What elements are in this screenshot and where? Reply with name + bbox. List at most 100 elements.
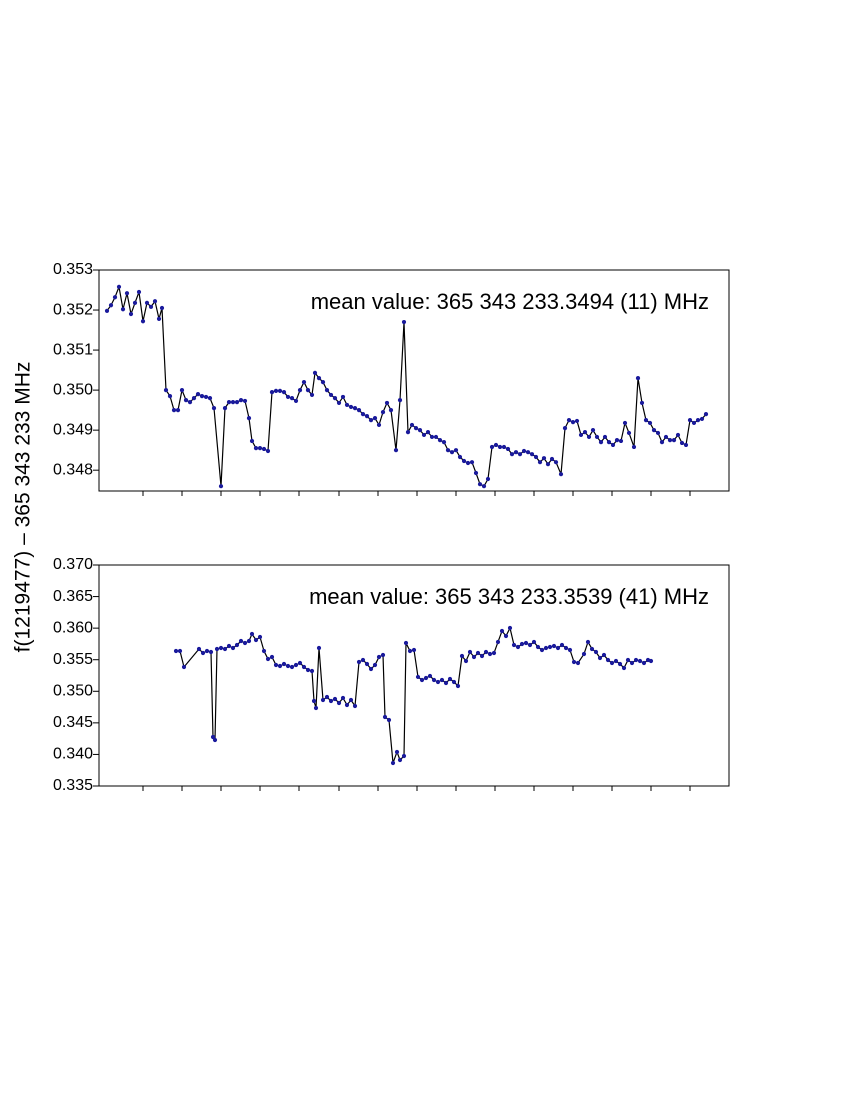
data-point (293, 662, 299, 668)
data-point (629, 660, 635, 666)
data-point (171, 408, 177, 413)
data-point (699, 416, 705, 422)
data-point (449, 450, 455, 455)
data-point (641, 660, 647, 666)
y-tick-label: 0.365 (53, 588, 93, 605)
data-point (487, 651, 493, 657)
data-point (437, 438, 443, 443)
data-point (639, 400, 645, 406)
data-point (683, 442, 689, 448)
data-point (417, 428, 423, 433)
data-point (281, 390, 287, 395)
data-point (344, 702, 350, 708)
data-point (384, 400, 390, 406)
data-point (443, 680, 449, 686)
data-point (203, 394, 209, 400)
data-point (316, 645, 322, 651)
data-point (368, 418, 374, 423)
data-point (637, 658, 643, 664)
data-point (210, 734, 216, 740)
data-point (419, 677, 425, 683)
data-point (609, 660, 615, 666)
data-point (156, 316, 162, 321)
data-point (461, 458, 467, 464)
data-point (273, 662, 279, 668)
data-point (567, 647, 573, 653)
data-point (409, 422, 415, 428)
data-point (421, 432, 427, 438)
data-point (352, 406, 358, 411)
data-point (411, 647, 417, 653)
data-point (459, 653, 465, 659)
data-point (200, 650, 206, 656)
data-point (179, 388, 185, 393)
data-point (589, 646, 595, 652)
data-point (495, 639, 501, 645)
data-point (360, 657, 366, 663)
data-point (586, 434, 592, 440)
data-point (597, 655, 603, 661)
data-point (297, 388, 303, 393)
data-point (563, 645, 569, 651)
data-point (269, 654, 275, 660)
data-point (479, 653, 485, 659)
data-point (246, 638, 252, 644)
data-point (181, 664, 187, 670)
data-point (477, 482, 483, 487)
data-point (545, 462, 551, 467)
data-point (648, 658, 654, 664)
data-point (242, 398, 248, 404)
data-point (525, 450, 531, 455)
data-point (473, 470, 479, 476)
data-point (453, 448, 459, 453)
data-point (246, 416, 252, 421)
data-point (222, 646, 228, 652)
data-point (104, 308, 110, 313)
data-point (249, 631, 255, 637)
data-point (356, 408, 362, 413)
data-point (191, 396, 197, 401)
data-point (364, 661, 370, 667)
data-point (447, 676, 453, 682)
data-point (633, 657, 639, 663)
data-point (622, 420, 628, 426)
data-point (242, 640, 248, 646)
data-point (257, 634, 263, 640)
data-point (196, 646, 202, 652)
data-point (167, 394, 173, 399)
data-point (265, 656, 271, 662)
data-point (332, 696, 338, 702)
data-point (208, 649, 214, 655)
data-point (433, 434, 439, 440)
data-point (465, 460, 471, 466)
data-point (481, 484, 487, 489)
data-point (368, 666, 374, 672)
data-point (614, 438, 620, 443)
data-point (352, 703, 358, 709)
data-point (427, 673, 433, 679)
data-point (356, 659, 362, 665)
data-point (483, 649, 489, 655)
data-point (541, 456, 547, 461)
data-point (581, 651, 587, 657)
data-point (543, 645, 549, 651)
y-tick-label: 0.353 (53, 261, 93, 278)
data-point (148, 304, 154, 309)
data-point (289, 664, 295, 670)
data-point (566, 418, 572, 423)
data-point (285, 663, 291, 669)
data-point (261, 446, 267, 452)
data-point (555, 645, 561, 651)
data-point (376, 422, 382, 428)
y-tick-label: 0.345 (53, 714, 93, 731)
data-point (324, 388, 330, 393)
data-point (195, 392, 201, 397)
data-point (273, 388, 279, 394)
data-point (457, 454, 463, 460)
data-point (507, 625, 513, 631)
data-point (253, 637, 259, 643)
data-point (491, 650, 497, 656)
data-point (159, 305, 165, 311)
data-point (120, 307, 126, 312)
data-point (553, 460, 559, 465)
